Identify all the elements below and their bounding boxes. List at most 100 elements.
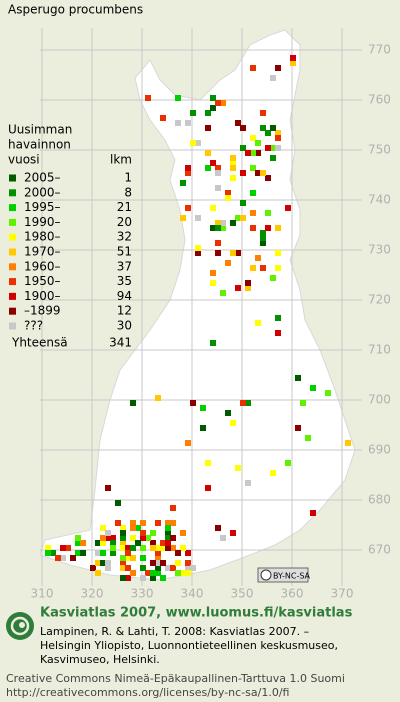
observation-square <box>325 390 331 396</box>
observation-square <box>100 540 106 546</box>
x-label: 320 <box>81 587 104 601</box>
observation-square <box>80 550 86 556</box>
legend-swatch <box>9 189 16 197</box>
observation-square <box>185 120 191 126</box>
observation-square <box>160 575 166 581</box>
y-label: 740 <box>368 193 391 207</box>
observation-square <box>215 225 221 231</box>
observation-square <box>275 130 281 136</box>
observation-square <box>95 570 101 576</box>
observation-square <box>175 550 181 556</box>
observation-square <box>110 550 116 556</box>
observation-square <box>245 280 251 286</box>
observation-square <box>250 210 256 216</box>
observation-square <box>120 530 126 536</box>
observation-square <box>155 555 161 561</box>
observation-square <box>270 155 276 161</box>
observation-square <box>240 145 246 151</box>
observation-square <box>185 560 191 566</box>
legend-label: 2000– <box>24 185 61 199</box>
observation-square <box>155 560 161 566</box>
total-label: Yhteensä <box>11 335 68 349</box>
legend-swatch <box>9 263 16 271</box>
observation-square <box>155 545 161 551</box>
legend-label: –1899 <box>24 304 61 318</box>
observation-square <box>160 545 166 551</box>
y-label: 690 <box>368 443 391 457</box>
citation-line: Lampinen, R. & Lahti, T. 2008: Kasviatla… <box>40 625 309 638</box>
y-label: 700 <box>368 393 391 407</box>
legend-label: 1950– <box>24 274 61 288</box>
observation-square <box>45 545 51 551</box>
observation-square <box>230 420 236 426</box>
observation-square <box>275 225 281 231</box>
observation-square <box>230 160 236 166</box>
observation-square <box>235 465 241 471</box>
observation-square <box>225 195 231 201</box>
observation-square <box>215 525 221 531</box>
observation-square <box>135 540 141 546</box>
observation-square <box>250 65 256 71</box>
observation-square <box>210 225 216 231</box>
observation-square <box>260 230 266 236</box>
observation-square <box>215 250 221 256</box>
legend-heading: havainnon <box>8 138 71 152</box>
legend-count: 94 <box>117 289 132 303</box>
observation-square <box>250 190 256 196</box>
observation-square <box>195 140 201 146</box>
observation-square <box>95 560 101 566</box>
observation-square <box>105 485 111 491</box>
license-line: Creative Commons Nimeä-Epäkaupallinen-Ta… <box>6 672 345 685</box>
observation-square <box>220 100 226 106</box>
observation-square <box>275 135 281 141</box>
x-label: 360 <box>281 587 304 601</box>
observation-square <box>190 110 196 116</box>
observation-square <box>215 240 221 246</box>
observation-square <box>100 560 106 566</box>
observation-square <box>275 65 281 71</box>
legend-count: 37 <box>117 259 132 273</box>
observation-square <box>255 150 261 156</box>
observation-square <box>125 555 131 561</box>
observation-square <box>245 400 251 406</box>
observation-square <box>205 110 211 116</box>
legend-label: 2005– <box>24 171 61 185</box>
legend-swatch <box>9 278 16 286</box>
observation-square <box>135 525 141 531</box>
observation-square <box>155 550 161 556</box>
y-label: 750 <box>368 143 391 157</box>
observation-square <box>180 180 186 186</box>
observation-square <box>230 175 236 181</box>
legend-label: 1995– <box>24 200 61 214</box>
total-count: 341 <box>109 335 132 349</box>
observation-square <box>270 145 276 151</box>
observation-square <box>195 215 201 221</box>
observation-square <box>260 240 266 246</box>
observation-square <box>245 150 251 156</box>
y-label: 730 <box>368 243 391 257</box>
legend-label: 1970– <box>24 245 61 259</box>
observation-square <box>75 535 81 541</box>
observation-square <box>165 535 171 541</box>
x-label: 310 <box>31 587 54 601</box>
observation-square <box>190 400 196 406</box>
legend-count: 51 <box>117 245 132 259</box>
observation-square <box>120 545 126 551</box>
legend-count: 32 <box>117 230 132 244</box>
observation-square <box>140 565 146 571</box>
observation-square <box>150 545 156 551</box>
observation-square <box>210 205 216 211</box>
observation-square <box>150 570 156 576</box>
observation-square <box>170 520 176 526</box>
y-label: 680 <box>368 493 391 507</box>
observation-square <box>225 260 231 266</box>
observation-square <box>185 205 191 211</box>
observation-square <box>120 555 126 561</box>
legend-heading: vuosi <box>8 153 40 167</box>
observation-square <box>120 560 126 566</box>
observation-square <box>230 220 236 226</box>
legend-swatch <box>9 204 16 212</box>
legend-swatch <box>9 233 16 241</box>
observation-square <box>235 250 241 256</box>
